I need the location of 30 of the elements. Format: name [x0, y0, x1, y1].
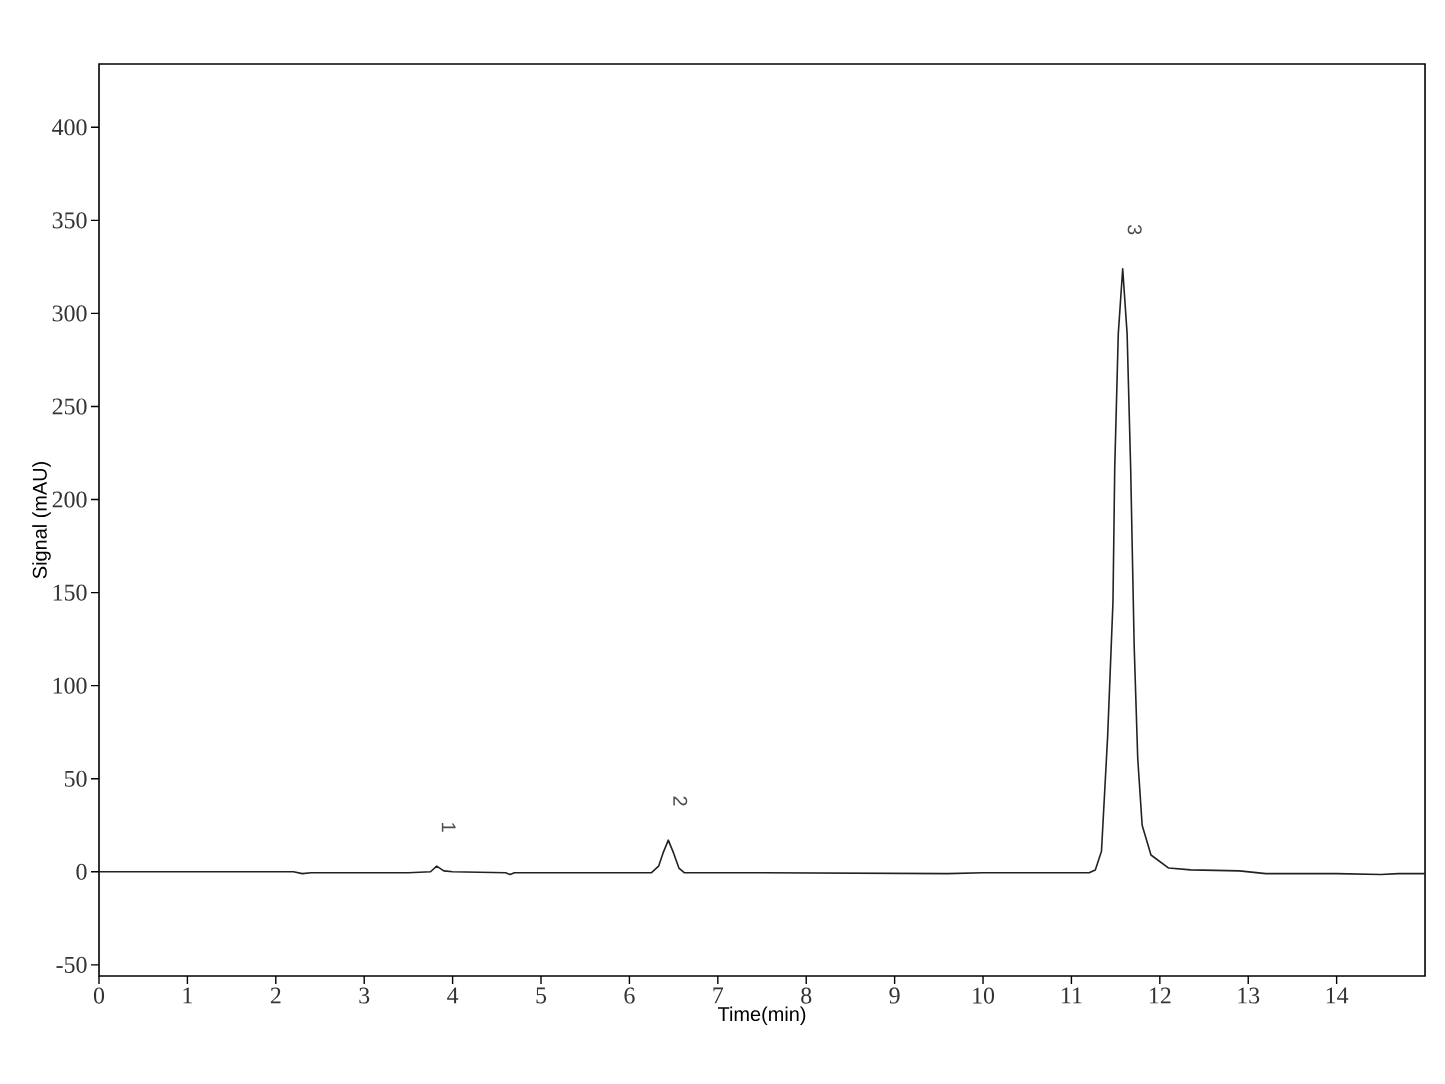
x-tick-label: 11	[1062, 987, 1082, 1004]
x-tick-label: 3	[359, 987, 370, 1004]
annotation: 1	[441, 823, 456, 832]
x-tick-label: 7	[713, 987, 724, 1004]
x-tick-label: 2	[270, 987, 281, 1004]
y-tick-label: 300	[52, 305, 87, 322]
x-tick-label: 4	[447, 987, 459, 1004]
x-tick-label: 8	[801, 987, 812, 1004]
annotation: 2	[673, 796, 688, 806]
x-tick-label: 6	[624, 987, 635, 1004]
x-tick-label: 1	[183, 987, 192, 1004]
y-tick-label: 400	[52, 119, 87, 136]
x-tick-label: 12	[1149, 987, 1171, 1004]
x-tick-label: 13	[1238, 987, 1260, 1004]
y-tick-label: 350	[52, 212, 87, 229]
x-tick-label: 10	[973, 987, 995, 1004]
y-tick-label: 200	[52, 491, 87, 508]
y-axis-title: Signal (mAU)	[32, 462, 51, 579]
annotation: 3	[1127, 224, 1142, 235]
y-tick-label: 0	[76, 863, 87, 880]
y-tick-label: 50	[64, 770, 87, 787]
x-tick-label: 9	[889, 987, 900, 1004]
y-tick-label: 150	[53, 584, 87, 601]
x-tick-label: 0	[93, 987, 105, 1004]
y-tick-label: 100	[53, 677, 87, 694]
x-tick-label: 14	[1326, 987, 1349, 1004]
y-tick-label: -50	[56, 956, 87, 973]
x-tick-label: 5	[536, 987, 547, 1004]
x-axis-title: Time(min)	[718, 1006, 806, 1026]
y-tick-label: 250	[52, 398, 87, 415]
